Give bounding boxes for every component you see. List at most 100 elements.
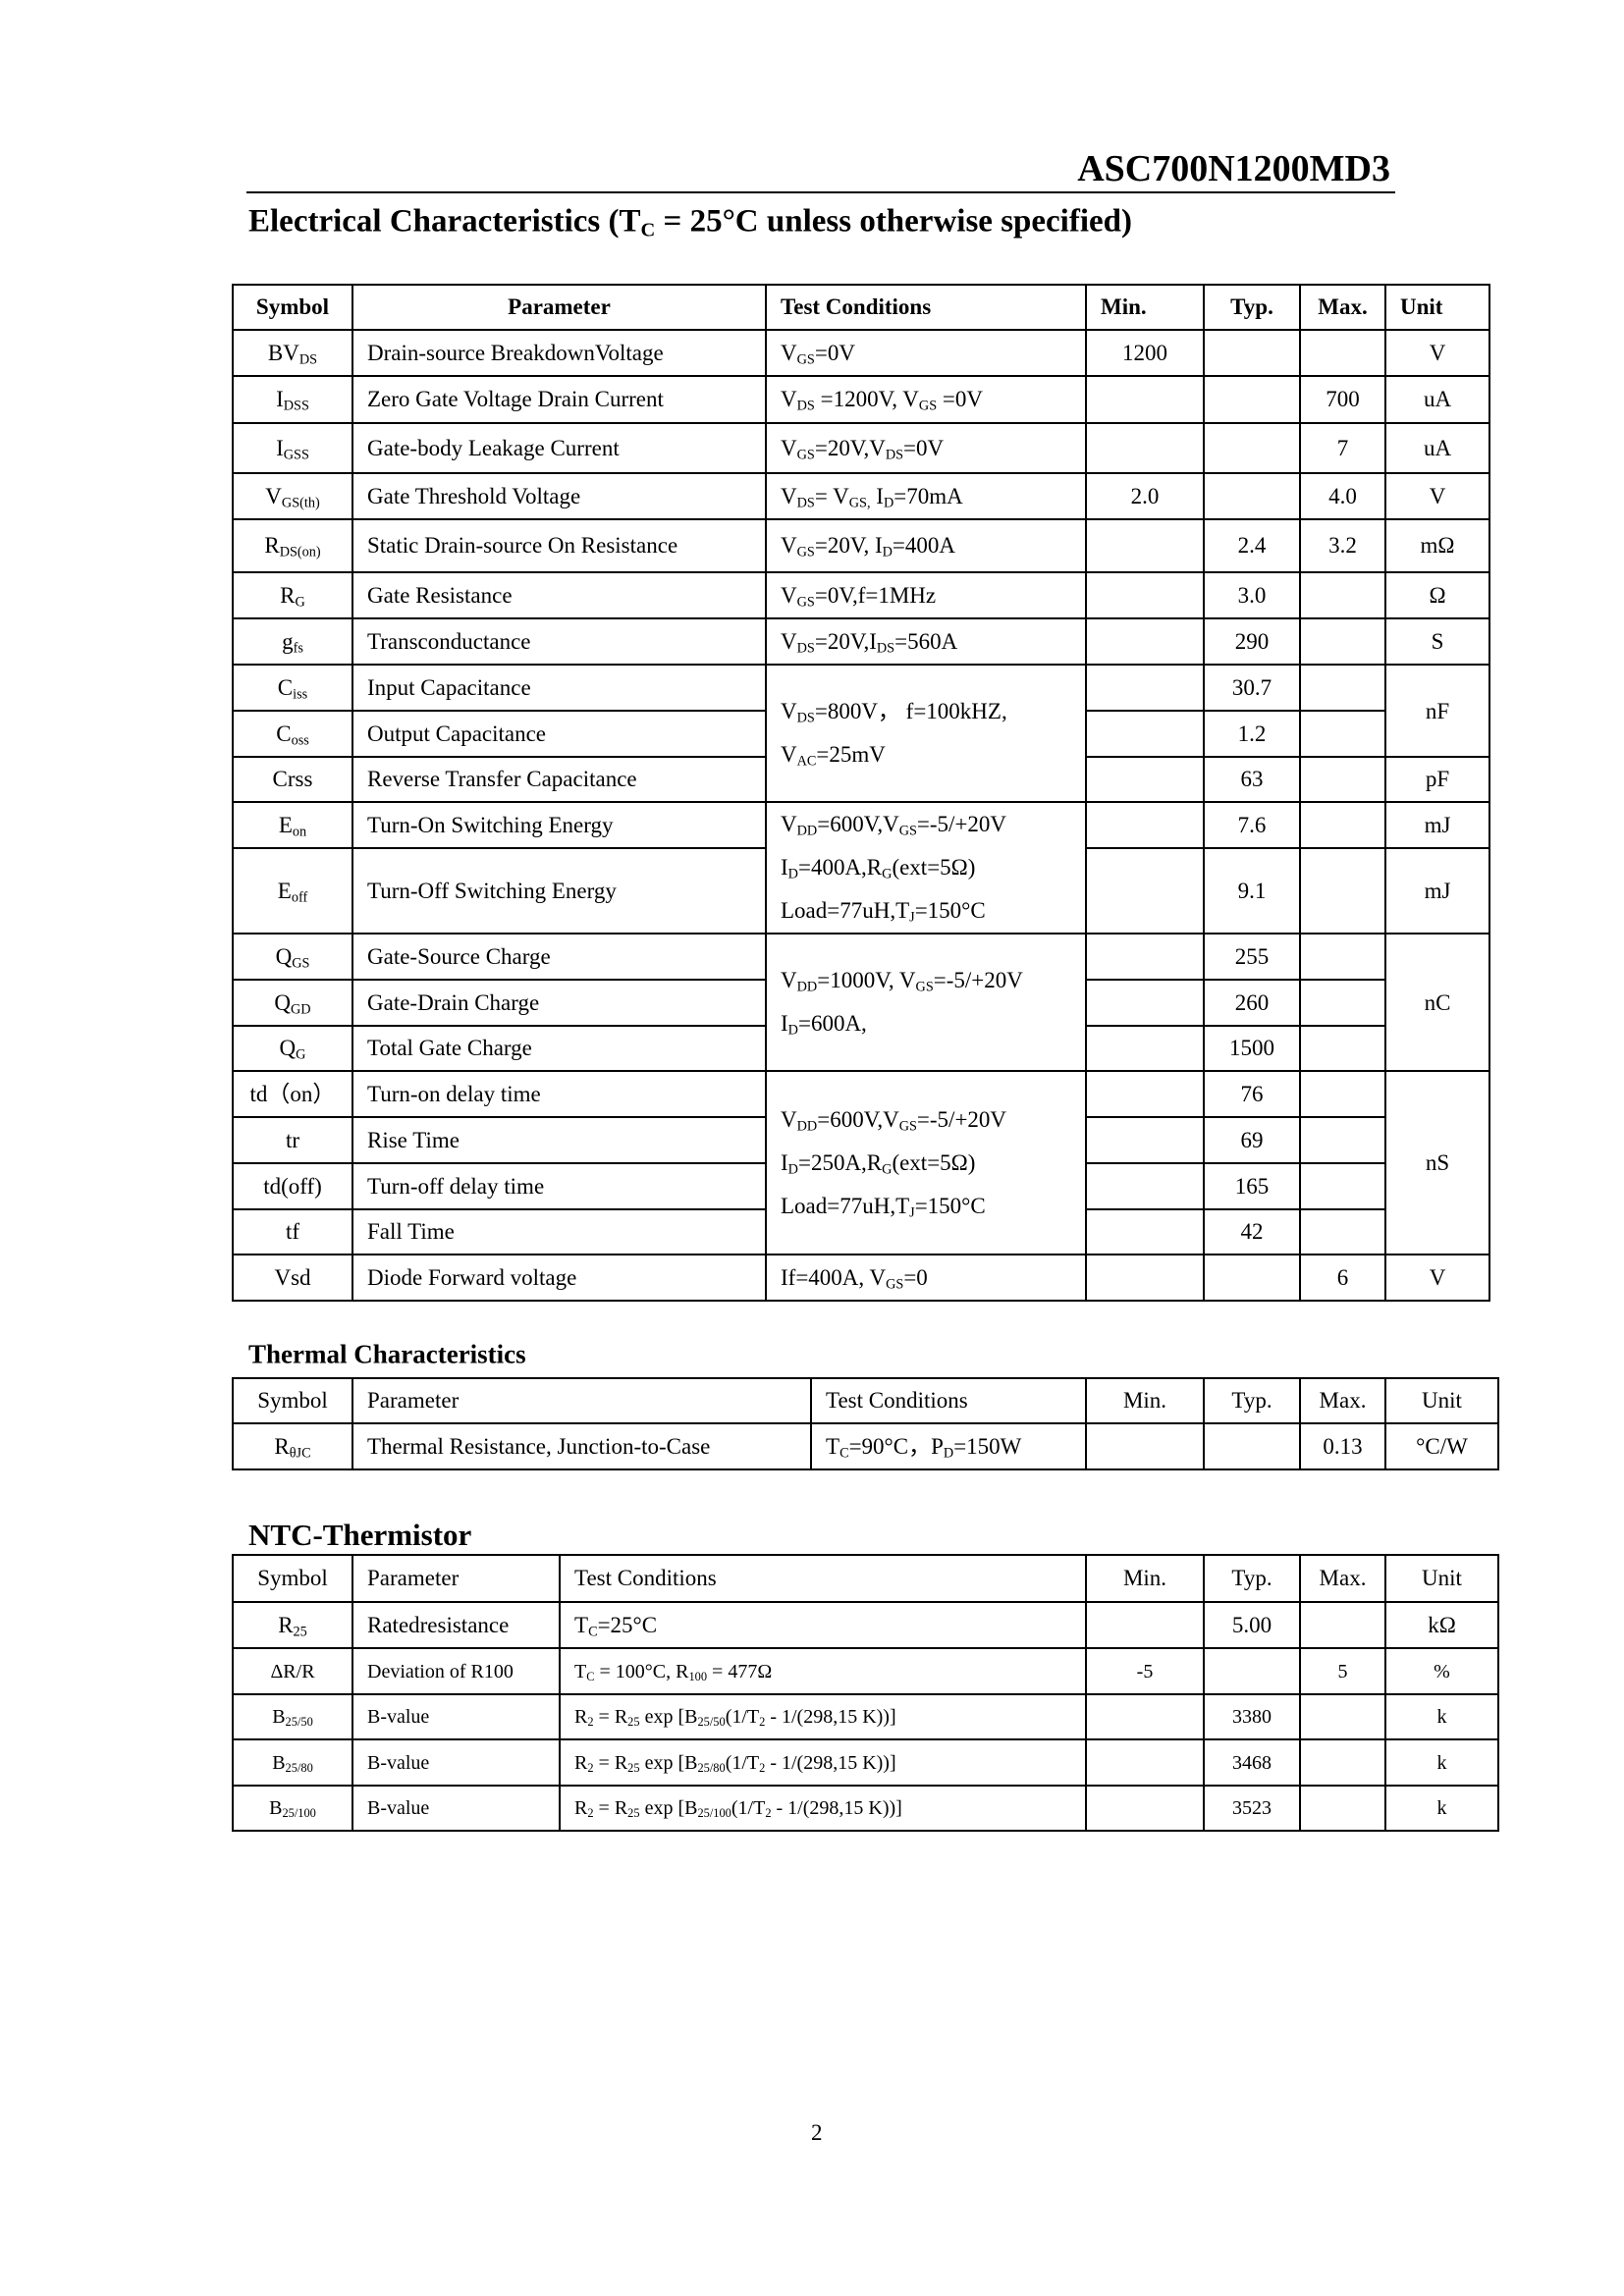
table-cell: 63 [1203,756,1301,803]
table-cell: nS [1384,1070,1490,1255]
header-cell: Unit [1384,1554,1499,1603]
subscript: J [909,1204,915,1221]
table-cell: VDD=600V,VGS=-5/+20V ID=400A,RG(ext=5Ω) Lo… [765,801,1087,934]
table-row: Vsd Diode Forward voltage If=400A, VGS=0 6 V [232,1254,1490,1302]
text-line: VDD=1000V, VGS=-5/+20V [781,959,1079,1002]
table-cell: kΩ [1384,1601,1499,1649]
text: T [574,1660,587,1682]
text: Deviation of R100 [367,1660,514,1682]
text: Drain-source BreakdownVoltage [367,340,664,365]
text: B [269,1797,283,1819]
text: V [265,483,282,508]
table-cell: 290 [1203,617,1301,666]
subscript: D [787,866,798,882]
table-cell: VDS=20V,IDS=560A [765,617,1087,666]
table-cell: 3380 [1203,1693,1301,1740]
table-cell [1299,1116,1386,1164]
text: k [1436,1751,1447,1774]
table-cell: k [1384,1693,1499,1740]
part-number: ASC700N1200MD3 [1077,148,1390,189]
subscript: oss [291,732,309,749]
table-cell: VDS= VGS, ID=70mA [765,472,1087,520]
table-cell: Reverse Transfer Capacitance [352,756,767,803]
header-cell: Min. [1085,1554,1205,1603]
text: R [278,1612,294,1637]
table-cell [1085,1116,1205,1164]
text: Max. [1318,294,1368,319]
table-cell: 3.0 [1203,571,1301,619]
table-cell [1085,1601,1205,1649]
header-cell: Test Conditions [765,284,1087,331]
text: uA [1423,387,1452,411]
subscript: C [839,1445,849,1462]
table-cell: Drain-source BreakdownVoltage [352,329,767,377]
text: =400A [892,533,956,558]
subscript: DD [796,1118,818,1135]
table-cell: R2 = R25 exp [B25/80(1/T2 - 1/(298,15 K)… [559,1738,1087,1787]
header-cell: Symbol [232,284,353,331]
table-row: IDSS Zero Gate Voltage Drain Current VDS =… [232,375,1490,424]
text: Transconductance [367,628,531,654]
text: 1200 [1122,340,1167,365]
section-title: NTC-Thermistor [248,1518,472,1552]
text: % [1434,1660,1450,1682]
table-cell [1299,1601,1386,1649]
text: B-value [367,1751,430,1774]
table-row: td（on） Turn-on delay time VDD=600V,VGS=-5/… [232,1070,1490,1255]
text: Gate-Source Charge [367,943,551,969]
subscript: 2 [759,1715,766,1730]
table-row: BVDS Drain-source BreakdownVoltage VGS=0V 1… [232,329,1490,377]
text: mJ [1424,812,1451,837]
text: =0V [937,387,983,411]
table-cell [1085,422,1205,474]
table-cell: k [1384,1785,1499,1832]
table-cell [1085,1785,1205,1832]
text: V [781,533,797,558]
text: =560A [894,628,958,654]
table-row: QG Total Gate Charge 1500 [232,1025,1489,1072]
table-row: Eoff Turn-Off Switching Energy 9.1 mJ [232,847,1490,934]
table-cell: Crss [232,756,353,803]
table-cell: VGS=0V [765,329,1087,377]
text: =-5/+20V [916,1106,1007,1132]
text: Q [279,1036,297,1060]
text: Turn-On Switching Energy [367,812,614,837]
table-row: tf Fall Time 42 [232,1208,1489,1255]
header-cell: Max. [1299,1377,1386,1424]
subscript: DSS [283,398,309,414]
table-cell: 6 [1299,1254,1386,1302]
subscript: 25 [627,1806,640,1821]
text: R [574,1706,588,1728]
text: g [282,628,294,654]
table-row: IGSS Gate-body Leakage Current VGS=20V,VDS… [232,422,1490,474]
table-cell: Turn-on delay time [352,1070,767,1118]
text-line: VAC=25mV [781,733,1079,776]
text: =400A,R [797,855,883,880]
text: = 100°C, R [594,1660,689,1682]
table-cell: QGD [232,979,353,1027]
text: td(off) [263,1173,322,1199]
text: 30.7 [1231,674,1272,700]
subscript: GS [796,594,815,611]
table-cell: Fall Time [352,1208,767,1255]
text: If=400A, V [781,1264,887,1290]
text: 42 [1240,1219,1264,1244]
table-cell: tr [232,1116,353,1164]
table-cell [1085,933,1205,981]
table-cell: VDS =1200V, VGS =0V [765,375,1087,424]
text: =-5/+20V [933,968,1023,992]
table-cell: Thermal Resistance, Junction-to-Case [352,1422,812,1470]
subscript: DS [796,710,815,726]
table-cell: Gate Threshold Voltage [352,472,767,520]
text: Parameter [367,1566,460,1590]
text: 165 [1234,1173,1270,1199]
text: I [781,1149,788,1175]
text: =70mA [893,483,963,508]
text: =250A,R [797,1149,883,1175]
data-table: Symbol Parameter Test Conditions Min. Typ. Ma… [232,284,1490,1302]
table-cell [1203,1254,1301,1302]
text: Unit [1422,1388,1462,1413]
text: = R [593,1751,628,1774]
subscript: J [909,909,915,926]
table-cell: 76 [1203,1070,1301,1118]
